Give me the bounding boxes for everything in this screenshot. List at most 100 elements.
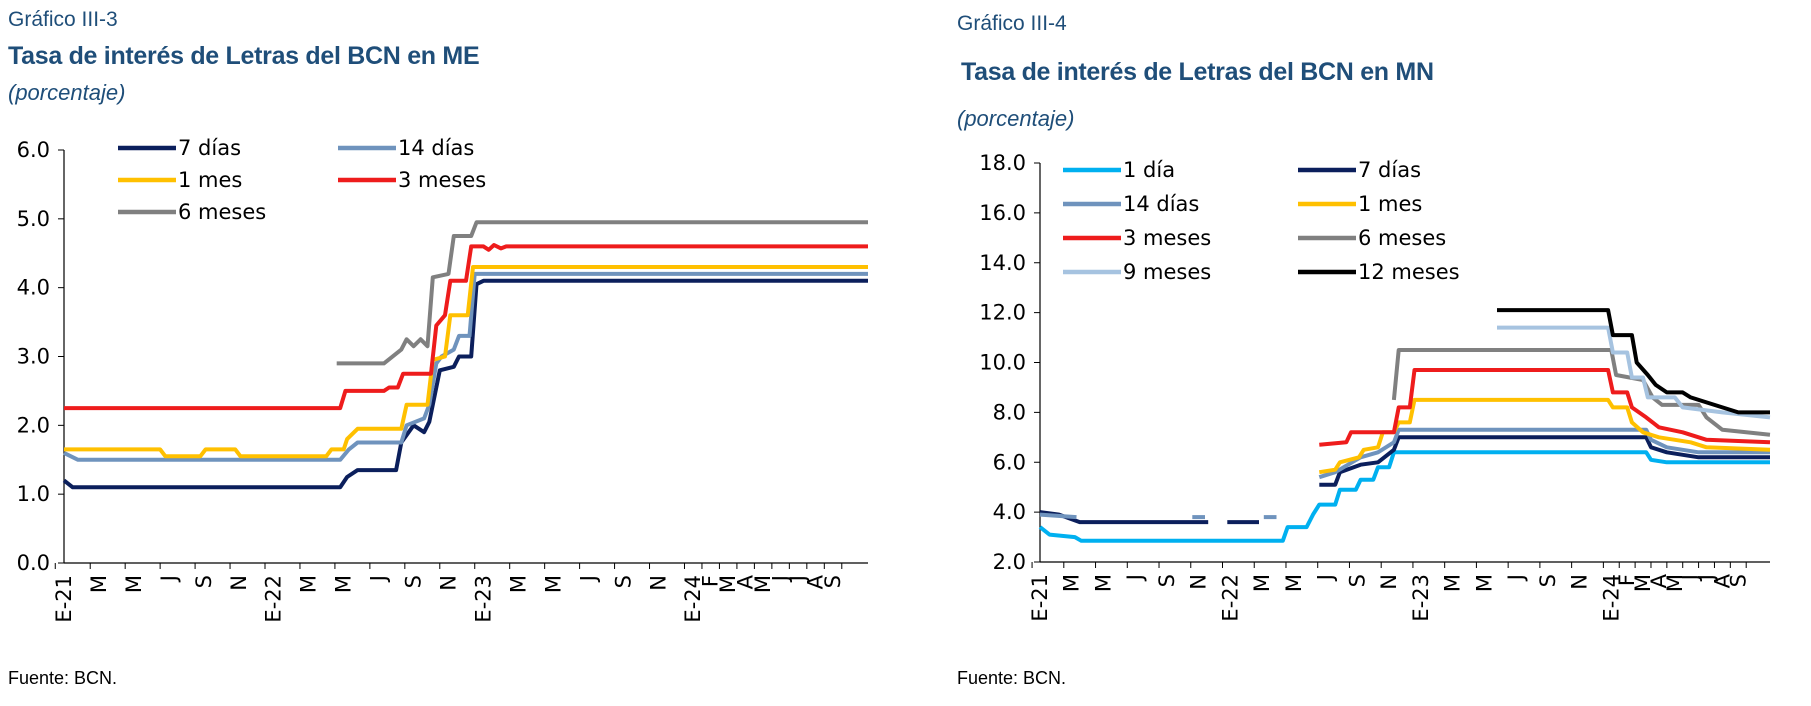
chart-number: Gráfico III-3 — [8, 8, 118, 31]
x-tick-label: S — [402, 575, 426, 588]
x-tick-label: N — [227, 575, 251, 591]
line-chart-mn: 2.04.06.08.010.012.014.016.018.0E-21 M M J S… — [979, 151, 1771, 622]
chart-panel-left: Gráfico III-3 Tasa de interés de Letras … — [0, 0, 905, 706]
chart-source: Fuente: BCN. — [8, 668, 118, 688]
chart-title: Tasa de interés de Letras del BCN en ME — [8, 42, 480, 70]
x-tick-label: E-22 — [262, 575, 286, 623]
x-tick-label: M — [1250, 574, 1274, 592]
y-tick-label: 6.0 — [17, 138, 50, 162]
x-tick-label: E-24 — [1599, 574, 1623, 622]
x-tick-label: E-23 — [471, 575, 495, 623]
y-tick-label: 4.0 — [17, 276, 50, 300]
x-tick-label: E-23 — [1409, 574, 1433, 622]
y-tick-label: 3.0 — [17, 345, 50, 369]
legend-label: 14 días — [398, 136, 474, 160]
x-tick-label: S — [1155, 574, 1179, 587]
x-tick-label: M — [87, 575, 111, 593]
x-tick-label: A — [1710, 573, 1734, 588]
x-tick-label: N — [1377, 574, 1401, 590]
legend-label: 1 mes — [1358, 192, 1422, 216]
x-tick-label: J — [769, 575, 793, 583]
x-tick-label: M — [1060, 574, 1084, 592]
x-tick-label: S — [1536, 574, 1560, 587]
x-tick-label: J — [1504, 574, 1528, 582]
y-tick-label: 5.0 — [17, 207, 50, 231]
x-tick-label: J — [367, 575, 391, 583]
y-tick-label: 8.0 — [993, 400, 1026, 424]
x-tick-label: N — [1568, 574, 1592, 590]
x-tick-label: J — [1695, 574, 1719, 582]
x-tick-label: F — [1615, 574, 1639, 586]
series-line — [64, 243, 868, 411]
x-tick-label: M — [1091, 574, 1115, 592]
x-tick-label: A — [1647, 573, 1671, 588]
x-tick-label: A — [804, 574, 828, 589]
y-tick-label: 6.0 — [993, 450, 1026, 474]
legend-label: 6 meses — [1358, 226, 1446, 250]
chart-unit: (porcentaje) — [957, 106, 1075, 131]
chart-number: Gráfico III-4 — [957, 12, 1067, 35]
line-chart-me: 0.01.02.03.04.05.06.0E-21 M M J S N E-22 M M J S N E… — [17, 136, 868, 623]
legend-label: 3 meses — [1123, 226, 1211, 250]
x-tick-label: S — [1345, 574, 1369, 587]
x-tick-label: M — [297, 575, 321, 593]
series-line — [1318, 397, 1771, 475]
x-tick-label: S — [611, 575, 635, 588]
y-tick-label: 1.0 — [17, 482, 50, 506]
y-tick-label: 2.0 — [17, 413, 50, 437]
legend-label: 14 días — [1123, 192, 1199, 216]
series-line — [1039, 512, 1077, 520]
x-tick-label: M — [716, 575, 740, 593]
y-tick-label: 2.0 — [993, 550, 1026, 574]
series-line — [1391, 348, 1771, 437]
x-tick-label: J — [576, 575, 600, 583]
series-line — [64, 265, 868, 459]
series-line — [336, 220, 868, 366]
x-tick-label: J — [1679, 574, 1703, 582]
y-tick-label: 12.0 — [979, 301, 1026, 325]
legend-label: 7 días — [1358, 158, 1421, 182]
series-line — [63, 271, 868, 462]
x-tick-label: M — [541, 575, 565, 593]
x-tick-label: M — [1472, 574, 1496, 592]
y-tick-label: 16.0 — [979, 201, 1026, 225]
x-tick-label: M — [122, 575, 146, 593]
series-line — [1319, 435, 1770, 487]
y-tick-label: 14.0 — [979, 251, 1026, 275]
y-tick-label: 10.0 — [979, 351, 1026, 375]
x-tick-label: M — [1663, 574, 1687, 592]
y-tick-label: 4.0 — [993, 500, 1026, 524]
chart-title: Tasa de interés de Letras del BCN en MN — [961, 58, 1434, 86]
x-tick-label: E-22 — [1218, 574, 1242, 622]
chart-unit: (porcentaje) — [8, 80, 126, 105]
x-tick-label: N — [437, 575, 461, 591]
chart-panel-right: Gráfico III-4 Tasa de interés de Letras … — [945, 0, 1811, 706]
y-tick-label: 0.0 — [17, 551, 50, 575]
x-tick-label: J — [786, 575, 810, 583]
series-line — [1319, 368, 1771, 447]
x-tick-label: A — [734, 574, 758, 589]
x-tick-label: J — [1314, 574, 1338, 582]
x-tick-label: S — [821, 575, 845, 588]
x-tick-label: M — [1631, 574, 1655, 592]
series-line — [1497, 325, 1771, 420]
x-tick-label: E-21 — [52, 575, 76, 623]
series-line — [62, 278, 868, 490]
x-tick-label: M — [506, 575, 530, 593]
legend-label: 1 día — [1123, 158, 1175, 182]
legend-label: 7 días — [178, 136, 241, 160]
x-tick-label: N — [1187, 574, 1211, 590]
legend-label: 12 meses — [1358, 260, 1460, 284]
series-line — [1318, 427, 1770, 480]
x-tick-label: J — [157, 575, 181, 583]
x-tick-label: N — [646, 575, 670, 591]
legend-label: 9 meses — [1123, 260, 1211, 284]
x-tick-label: M — [751, 575, 775, 593]
x-tick-label: E-24 — [681, 575, 705, 623]
x-tick-label: M — [1282, 574, 1306, 592]
x-tick-label: J — [1123, 574, 1147, 582]
series-line — [1038, 450, 1770, 543]
x-tick-label: M — [1441, 574, 1465, 592]
x-tick-label: S — [1726, 574, 1750, 587]
legend-label: 6 meses — [178, 200, 266, 224]
